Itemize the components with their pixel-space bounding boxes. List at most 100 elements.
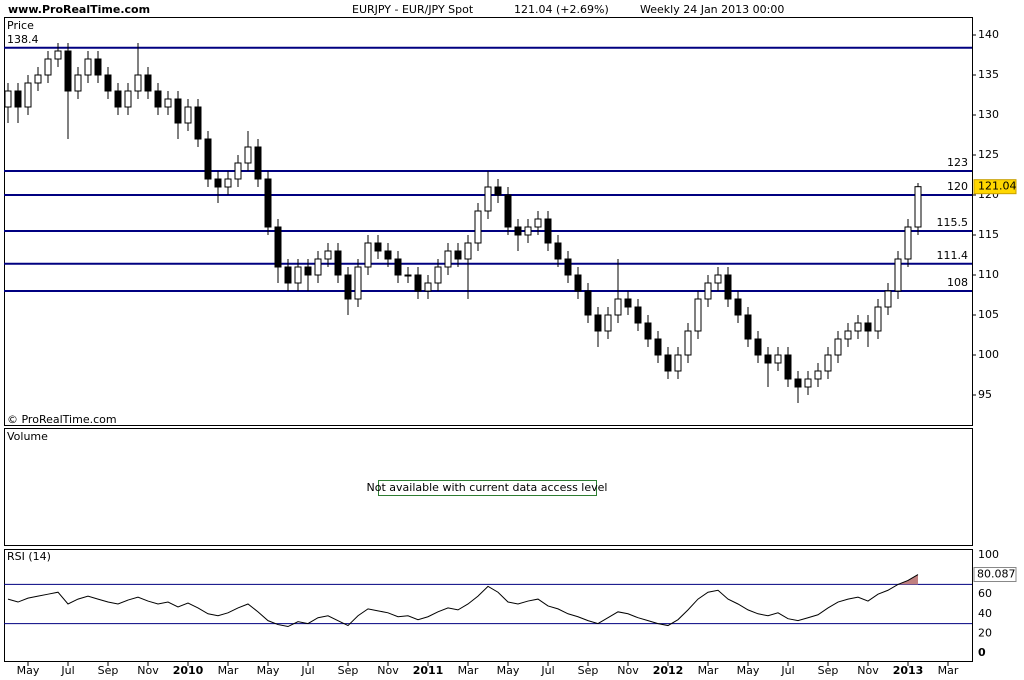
x-tick-label: Sep [338, 664, 359, 677]
candle-body [144, 74, 152, 92]
candle-body [184, 106, 192, 124]
last-price-box [973, 179, 1017, 195]
x-tick-label: Mar [698, 664, 719, 677]
candle-body [284, 266, 292, 284]
candle-body [234, 162, 242, 180]
x-tick-label: Mar [458, 664, 479, 677]
candle-body [434, 266, 442, 284]
candle-body [254, 146, 262, 180]
candle-body [774, 354, 782, 364]
rsi-value-box [973, 567, 1017, 583]
x-tick-label: Nov [137, 664, 159, 677]
candle-body [544, 218, 552, 244]
x-tick-label: Sep [818, 664, 839, 677]
y-tick-label: 100 [978, 548, 999, 561]
y-tick-label: 105 [978, 308, 999, 321]
last-price: 121.04 [978, 180, 1017, 193]
candle-body [44, 58, 52, 76]
candle-body [524, 226, 532, 236]
price-change: 121.04 (+2.69%) [514, 3, 609, 16]
candle-body [584, 290, 592, 316]
candle-body [404, 274, 412, 277]
site-name: www.ProRealTime.com [8, 3, 150, 16]
candle-body [464, 242, 472, 260]
x-tick-label: Nov [857, 664, 879, 677]
candle-body [164, 98, 172, 108]
candle-body [314, 258, 322, 276]
candle-body [744, 314, 752, 340]
rsi-label: RSI (14) [7, 550, 51, 563]
y-tick-label: 130 [978, 108, 999, 121]
candle-body [844, 330, 852, 340]
candle-body [884, 290, 892, 308]
candle-body [514, 226, 522, 236]
candle-body [304, 266, 312, 276]
notice: Not available with current data access l… [367, 481, 608, 494]
x-tick-label: May [497, 664, 520, 677]
candle-body [864, 322, 872, 332]
candle-body [604, 314, 612, 332]
candle-body [334, 250, 342, 276]
candle-body [374, 242, 382, 252]
x-tick-label: Mar [218, 664, 239, 677]
candle-body [504, 194, 512, 228]
y-tick-label: 95 [978, 388, 992, 401]
x-tick-label: 2010 [173, 664, 204, 677]
y-tick-label: 40 [978, 607, 992, 620]
candle-body [474, 210, 482, 244]
x-tick-label: Mar [938, 664, 959, 677]
x-tick-label: Nov [617, 664, 639, 677]
candle-body [384, 250, 392, 260]
level-label: 115.5 [937, 216, 969, 229]
x-tick-label: Nov [377, 664, 399, 677]
period: Weekly 24 Jan 2013 00:00 [640, 3, 784, 16]
y-tick-label: 115 [978, 228, 999, 241]
x-tick-label: 2012 [653, 664, 684, 677]
x-tick-label: Jul [780, 664, 794, 677]
candle-body [764, 354, 772, 364]
candle-body [324, 250, 332, 260]
y-tick-label: 20 [978, 626, 992, 639]
candle-body [824, 354, 832, 372]
candle-body [794, 378, 802, 388]
candle-body [804, 378, 812, 388]
candle-body [904, 226, 912, 260]
x-tick-label: May [737, 664, 760, 677]
candle-body [594, 314, 602, 332]
candle-body [554, 242, 562, 260]
level-label: 108 [947, 276, 968, 289]
candle-body [644, 322, 652, 340]
rsi-value: 80.087 [977, 568, 1016, 581]
y-tick-label: 100 [978, 348, 999, 361]
rsi-line [7, 574, 919, 628]
level-label: 120 [947, 180, 968, 193]
candle-body [454, 250, 462, 260]
candle-body [634, 306, 642, 324]
y-tick-label: 135 [978, 68, 999, 81]
overbought-fill [898, 574, 918, 585]
volume-label: Volume [7, 430, 48, 443]
candle-body [814, 370, 822, 380]
x-tick-label: Jul [60, 664, 74, 677]
candle-body [64, 50, 72, 92]
y-tick-label: 125 [978, 148, 999, 161]
level-label: 123 [947, 156, 968, 169]
y-tick-label: 0 [978, 646, 986, 659]
candle-body [834, 338, 842, 356]
candle-body [914, 186, 922, 228]
candle-body [354, 266, 362, 300]
candle-body [344, 274, 352, 300]
candle-body [364, 242, 372, 268]
x-tick-label: Sep [98, 664, 119, 677]
symbol: EURJPY - EUR/JPY Spot [352, 3, 474, 16]
candle-body [484, 186, 492, 212]
candle-body [674, 354, 682, 372]
notice-box [378, 480, 597, 496]
candle-body [424, 282, 432, 292]
x-tick-label: Jul [540, 664, 554, 677]
candle-body [724, 274, 732, 300]
candle-body [54, 50, 62, 60]
candle-body [124, 90, 132, 108]
x-tick-label: May [17, 664, 40, 677]
candle-body [24, 82, 32, 108]
